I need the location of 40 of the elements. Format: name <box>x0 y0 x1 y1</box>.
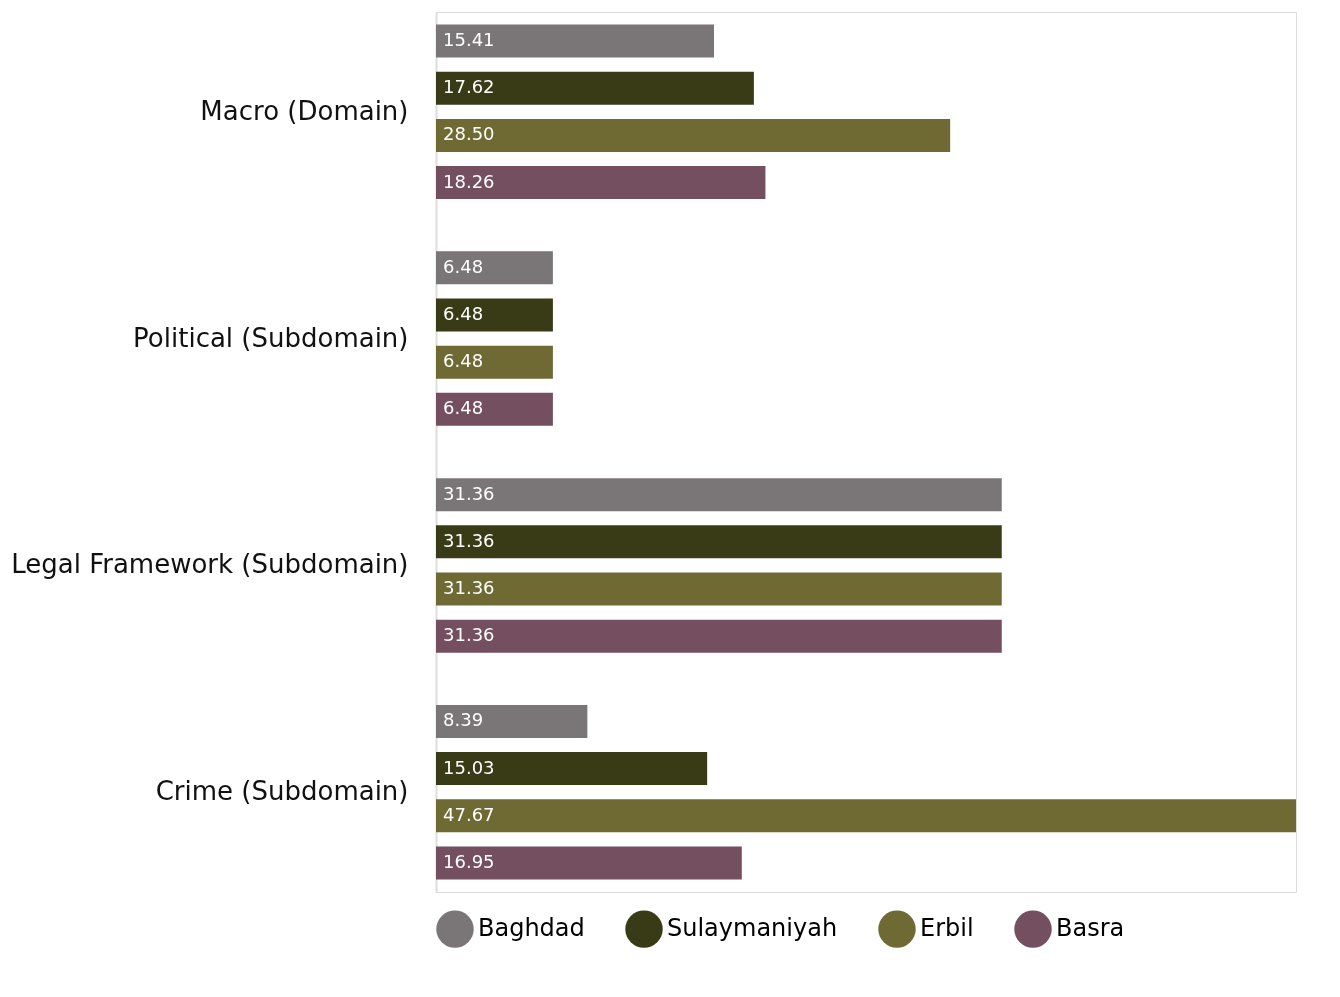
bar <box>436 752 708 786</box>
bar <box>436 619 1002 653</box>
bar <box>436 24 715 58</box>
data-label: 31.36 <box>443 576 495 598</box>
data-label: 31.36 <box>443 624 495 646</box>
data-label: 17.62 <box>443 76 495 98</box>
legend-label: Baghdad <box>478 914 585 943</box>
legend-label: Basra <box>1056 914 1125 943</box>
bar <box>436 118 951 152</box>
data-label: 28.50 <box>443 123 495 145</box>
bar <box>436 392 553 426</box>
data-label: 31.36 <box>443 529 495 551</box>
data-label: 16.95 <box>443 850 495 872</box>
data-label: 47.67 <box>443 803 495 825</box>
data-label: 18.26 <box>443 170 495 192</box>
bar <box>436 799 1296 833</box>
legend-label: Erbil <box>920 914 974 943</box>
y-tick-label: Crime (Subdomain) <box>155 776 409 807</box>
bar <box>436 345 553 379</box>
bar <box>436 572 1002 606</box>
y-tick-label: Political (Subdomain) <box>133 322 409 353</box>
data-label: 8.39 <box>443 709 484 731</box>
data-label: 15.41 <box>443 29 495 51</box>
bar <box>436 251 553 285</box>
bar <box>436 478 1002 512</box>
data-label: 31.36 <box>443 482 495 504</box>
data-label: 6.48 <box>443 255 484 277</box>
bar <box>436 166 766 200</box>
legend-label: Sulaymaniyah <box>667 914 838 943</box>
data-label: 6.48 <box>443 303 484 325</box>
y-tick-label: Macro (Domain) <box>200 95 409 126</box>
data-label: 6.48 <box>443 397 484 419</box>
y-tick-label: Legal Framework (Subdomain) <box>11 549 409 580</box>
bar <box>436 846 742 880</box>
data-label: 6.48 <box>443 350 484 372</box>
bar <box>436 525 1002 559</box>
bar <box>436 298 553 332</box>
bar <box>436 71 754 105</box>
data-label: 15.03 <box>443 756 495 778</box>
bar <box>436 704 588 738</box>
